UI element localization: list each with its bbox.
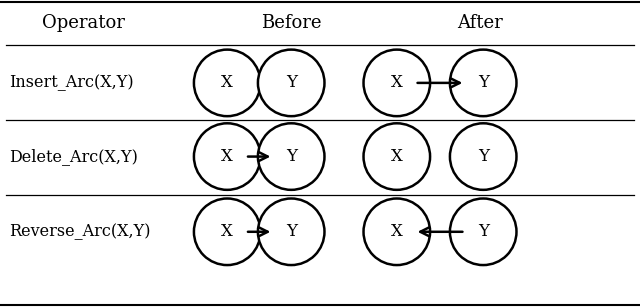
- Ellipse shape: [258, 199, 324, 265]
- Text: X: X: [391, 148, 403, 165]
- Ellipse shape: [258, 123, 324, 190]
- Ellipse shape: [258, 50, 324, 116]
- Text: Delete_Arc(X,Y): Delete_Arc(X,Y): [10, 148, 138, 165]
- Text: Operator: Operator: [42, 14, 125, 32]
- Text: Y: Y: [477, 223, 489, 240]
- Text: X: X: [221, 223, 233, 240]
- Ellipse shape: [364, 199, 430, 265]
- Ellipse shape: [450, 123, 516, 190]
- Text: Y: Y: [285, 148, 297, 165]
- Text: X: X: [221, 74, 233, 91]
- Ellipse shape: [364, 50, 430, 116]
- Text: Y: Y: [477, 148, 489, 165]
- Ellipse shape: [194, 199, 260, 265]
- Ellipse shape: [364, 123, 430, 190]
- Text: Insert_Arc(X,Y): Insert_Arc(X,Y): [10, 74, 134, 91]
- Ellipse shape: [450, 50, 516, 116]
- Text: Y: Y: [285, 74, 297, 91]
- Text: Reverse_Arc(X,Y): Reverse_Arc(X,Y): [10, 223, 151, 240]
- Ellipse shape: [194, 50, 260, 116]
- Text: Y: Y: [477, 74, 489, 91]
- Text: Y: Y: [285, 223, 297, 240]
- Text: After: After: [457, 14, 503, 32]
- Ellipse shape: [450, 199, 516, 265]
- Text: X: X: [221, 148, 233, 165]
- Text: X: X: [391, 223, 403, 240]
- Text: X: X: [391, 74, 403, 91]
- Text: Before: Before: [261, 14, 321, 32]
- Ellipse shape: [194, 123, 260, 190]
